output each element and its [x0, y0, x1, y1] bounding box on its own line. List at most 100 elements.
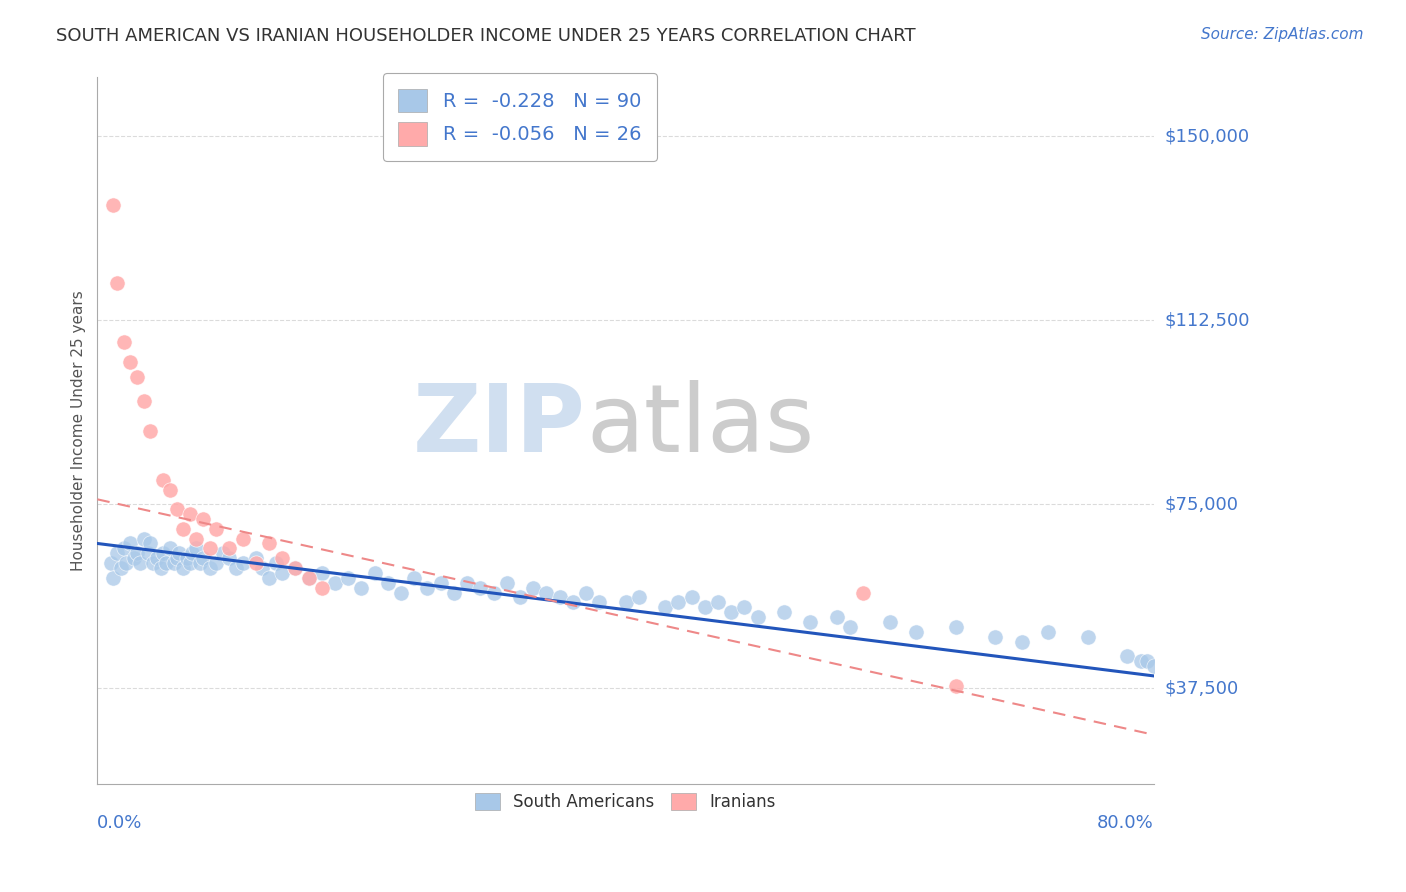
Text: atlas: atlas: [586, 380, 814, 472]
Point: [470, 581, 492, 595]
Point: [205, 556, 228, 570]
Point: [146, 551, 169, 566]
Point: [120, 355, 142, 369]
Point: [298, 571, 321, 585]
Point: [1036, 624, 1059, 639]
Point: [139, 424, 162, 438]
Point: [105, 277, 128, 291]
Point: [218, 551, 240, 566]
Point: [167, 546, 190, 560]
Point: [323, 575, 346, 590]
Point: [1129, 654, 1152, 668]
Point: [132, 532, 155, 546]
Point: [666, 595, 689, 609]
Point: [337, 571, 360, 585]
Point: [191, 551, 214, 566]
Point: [311, 566, 333, 580]
Point: [124, 551, 146, 566]
Point: [311, 581, 333, 595]
Point: [103, 571, 125, 585]
Point: [773, 605, 796, 619]
Point: [681, 591, 703, 605]
Point: [456, 575, 478, 590]
Point: [548, 591, 571, 605]
Point: [252, 561, 274, 575]
Point: [198, 541, 221, 556]
Point: [149, 561, 172, 575]
Point: [536, 585, 558, 599]
Point: [181, 546, 204, 560]
Text: $37,500: $37,500: [1166, 679, 1239, 698]
Point: [205, 522, 228, 536]
Point: [125, 369, 148, 384]
Point: [879, 615, 901, 629]
Point: [271, 551, 294, 566]
Point: [389, 585, 412, 599]
Point: [179, 507, 201, 521]
Point: [142, 556, 165, 570]
Point: [482, 585, 505, 599]
Point: [984, 630, 1007, 644]
Point: [416, 581, 439, 595]
Point: [100, 556, 122, 570]
Point: [112, 541, 135, 556]
Point: [720, 605, 742, 619]
Point: [136, 546, 159, 560]
Point: [191, 512, 214, 526]
Point: [298, 571, 321, 585]
Point: [172, 561, 194, 575]
Point: [1143, 659, 1166, 673]
Point: [198, 561, 221, 575]
Point: [575, 585, 598, 599]
Text: $112,500: $112,500: [1166, 311, 1250, 329]
Point: [152, 473, 174, 487]
Point: [172, 522, 194, 536]
Point: [945, 679, 967, 693]
Text: $150,000: $150,000: [1166, 128, 1250, 145]
Point: [186, 532, 208, 546]
Legend: South Americans, Iranians: South Americans, Iranians: [468, 787, 783, 818]
Point: [284, 561, 307, 575]
Point: [1077, 630, 1099, 644]
Point: [561, 595, 583, 609]
Point: [245, 551, 267, 566]
Point: [654, 600, 676, 615]
Point: [799, 615, 821, 629]
Point: [128, 556, 150, 570]
Text: ZIP: ZIP: [413, 380, 586, 472]
Point: [404, 571, 426, 585]
Point: [186, 541, 208, 556]
Point: [522, 581, 544, 595]
Point: [125, 546, 148, 560]
Point: [1116, 649, 1139, 664]
Point: [377, 575, 399, 590]
Point: [905, 624, 928, 639]
Point: [152, 546, 174, 560]
Point: [232, 532, 254, 546]
Point: [945, 620, 967, 634]
Point: [211, 546, 233, 560]
Point: [218, 541, 240, 556]
Point: [852, 585, 875, 599]
Text: $75,000: $75,000: [1166, 495, 1239, 513]
Point: [693, 600, 716, 615]
Point: [495, 575, 517, 590]
Point: [103, 198, 125, 212]
Point: [284, 561, 307, 575]
Point: [614, 595, 637, 609]
Point: [105, 546, 128, 560]
Point: [115, 556, 138, 570]
Point: [163, 556, 186, 570]
Point: [257, 571, 280, 585]
Point: [225, 561, 247, 575]
Point: [350, 581, 373, 595]
Point: [733, 600, 755, 615]
Text: 0.0%: 0.0%: [97, 814, 143, 832]
Point: [110, 561, 132, 575]
Point: [825, 610, 848, 624]
Point: [271, 566, 294, 580]
Point: [159, 541, 181, 556]
Point: [245, 556, 267, 570]
Point: [627, 591, 650, 605]
Point: [132, 394, 155, 409]
